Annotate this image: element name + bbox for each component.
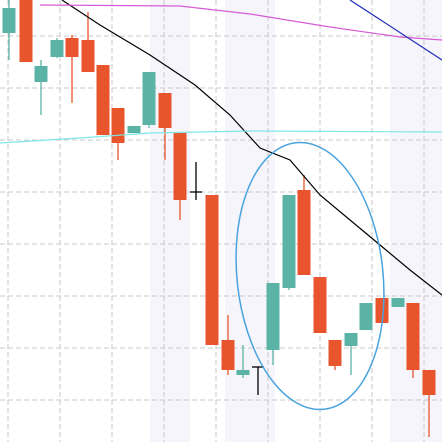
candle-body xyxy=(313,277,327,333)
candle-body xyxy=(50,40,64,57)
candle-body xyxy=(127,126,141,133)
candle-body xyxy=(173,133,187,200)
candle-body xyxy=(96,65,110,135)
candle-body xyxy=(344,333,358,346)
candle-body xyxy=(266,283,280,350)
candle-body xyxy=(297,190,311,275)
overlay-line xyxy=(0,130,442,144)
candle-body xyxy=(282,195,296,288)
shade-band xyxy=(150,0,190,442)
candle-body xyxy=(2,8,16,33)
candle-body xyxy=(19,0,33,62)
highlight-ellipse xyxy=(235,141,385,411)
candle-body xyxy=(406,303,420,370)
candle-body xyxy=(205,195,219,345)
overlay-line xyxy=(61,0,442,296)
candle-body xyxy=(65,38,79,57)
candle-body xyxy=(142,72,156,125)
candle-body xyxy=(422,370,436,395)
candle-body xyxy=(34,66,48,82)
candle-body xyxy=(158,93,172,128)
overlay-line xyxy=(349,0,442,61)
candle-body xyxy=(391,298,405,307)
candle-body xyxy=(236,370,250,375)
candle-body xyxy=(111,108,125,143)
candle-body xyxy=(375,298,389,323)
candle-body xyxy=(81,40,95,72)
candle-body xyxy=(359,303,373,330)
candle-body xyxy=(328,340,342,366)
candle-body xyxy=(221,340,235,370)
